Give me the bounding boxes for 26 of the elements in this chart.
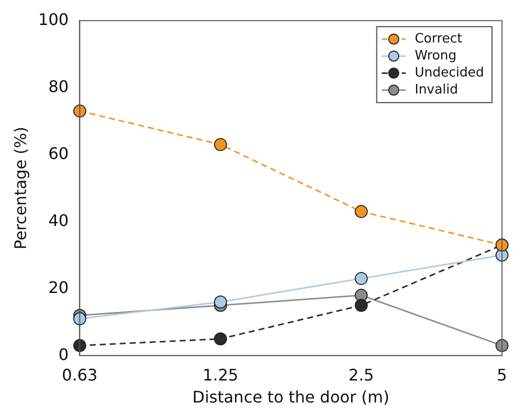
legend-label: Correct	[414, 31, 462, 46]
y-tick-label: 40	[48, 210, 69, 230]
y-tick-label: 0	[58, 344, 69, 364]
point	[214, 138, 227, 152]
point	[354, 298, 368, 312]
y-tick-label: 80	[48, 76, 69, 96]
y-tick-label: 100	[38, 10, 69, 29]
point	[354, 272, 368, 286]
point	[354, 205, 368, 218]
x-tick-label: 0.63	[62, 365, 98, 384]
legend-label: Wrong	[414, 48, 457, 64]
y-tick-label: 60	[48, 144, 69, 163]
point	[73, 312, 86, 326]
point	[214, 332, 227, 346]
point	[496, 339, 508, 352]
point	[73, 104, 86, 118]
x-tick-label: 5	[496, 365, 508, 384]
point	[214, 296, 227, 308]
x-tick-label: 2.5	[348, 365, 374, 384]
x-axis-title: Distance to the door (m)	[192, 388, 390, 407]
legend-label: Invalid	[414, 82, 458, 98]
legend-label: Undecided	[414, 65, 484, 80]
x-tick-label: 1.25	[202, 365, 238, 384]
point	[73, 339, 86, 352]
y-axis-title: Percentage (%)	[10, 126, 30, 250]
y-tick-label: 20	[48, 278, 69, 297]
